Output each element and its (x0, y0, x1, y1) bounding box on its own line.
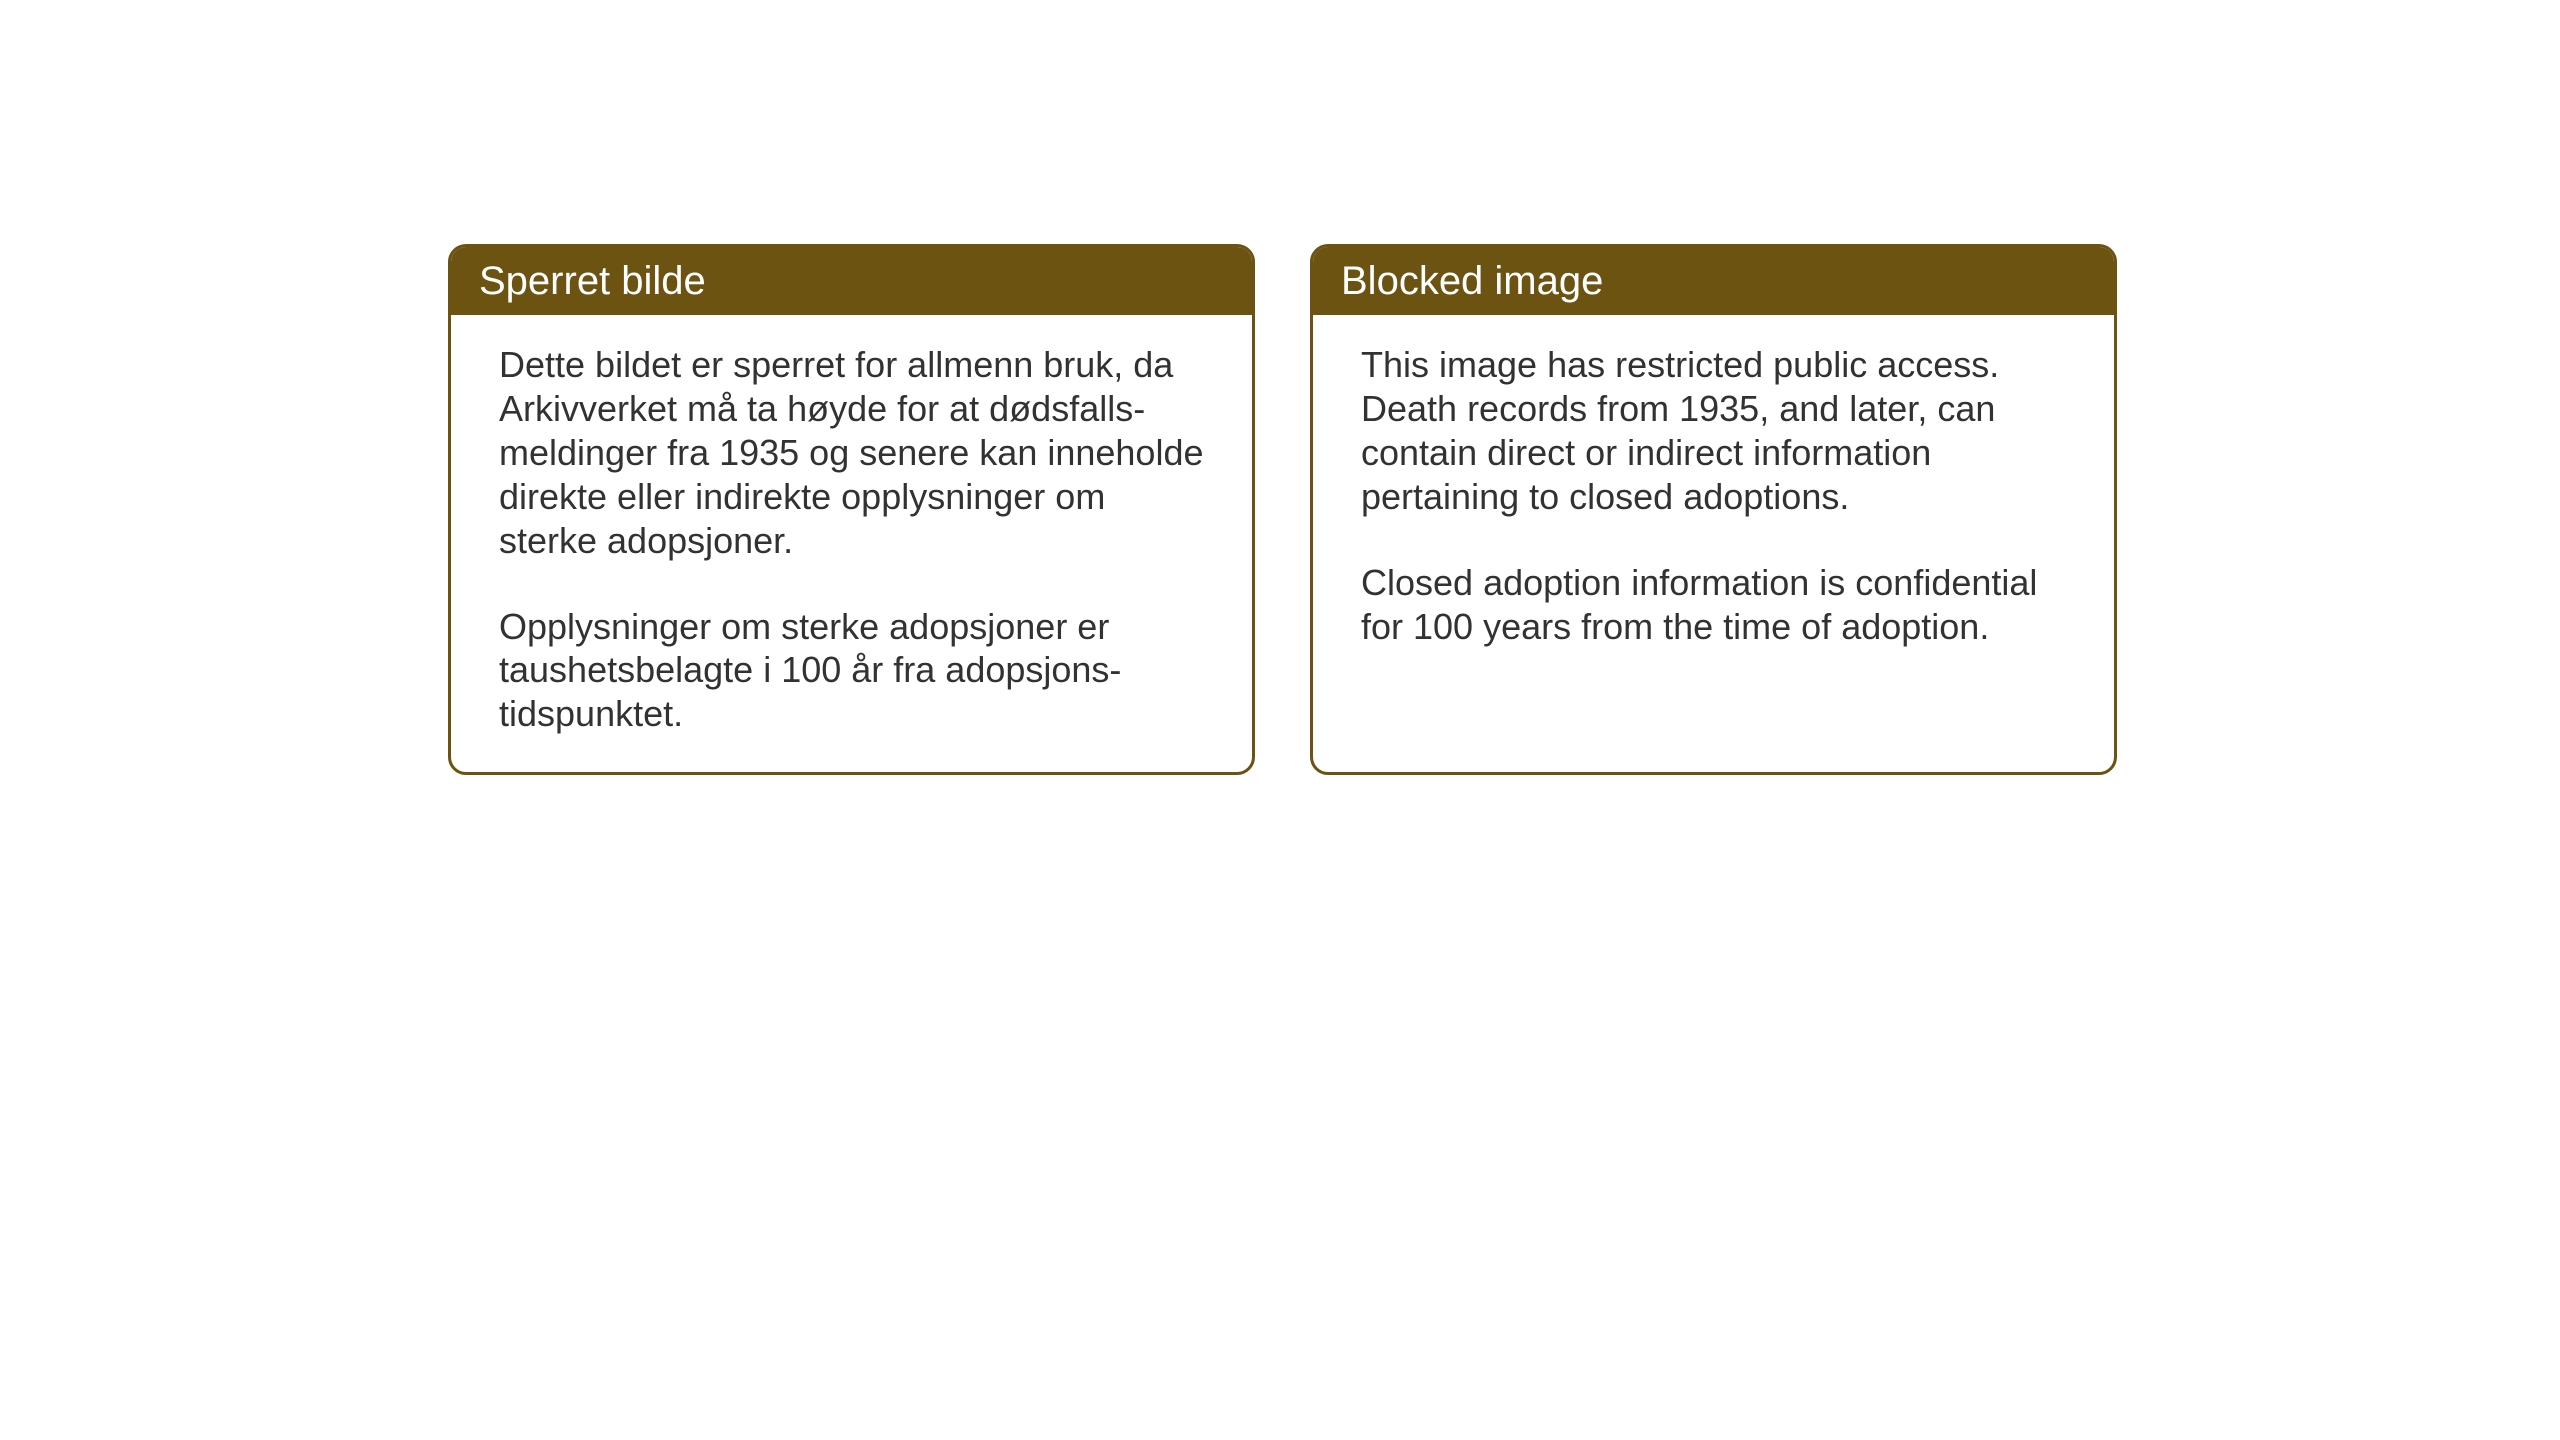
card-paragraph: Dette bildet er sperret for allmenn bruk… (499, 343, 1204, 563)
card-header-english: Blocked image (1313, 247, 2114, 315)
card-paragraph: Closed adoption information is confident… (1361, 561, 2066, 649)
card-paragraph: Opplysninger om sterke adopsjoner er tau… (499, 605, 1204, 737)
card-body-english: This image has restricted public access.… (1313, 315, 2114, 684)
notice-card-english: Blocked image This image has restricted … (1310, 244, 2117, 775)
card-body-norwegian: Dette bildet er sperret for allmenn bruk… (451, 315, 1252, 772)
card-paragraph: This image has restricted public access.… (1361, 343, 2066, 519)
card-header-norwegian: Sperret bilde (451, 247, 1252, 315)
card-title-english: Blocked image (1341, 259, 1603, 303)
notice-card-norwegian: Sperret bilde Dette bildet er sperret fo… (448, 244, 1255, 775)
notice-container: Sperret bilde Dette bildet er sperret fo… (448, 244, 2117, 775)
card-title-norwegian: Sperret bilde (479, 259, 706, 303)
